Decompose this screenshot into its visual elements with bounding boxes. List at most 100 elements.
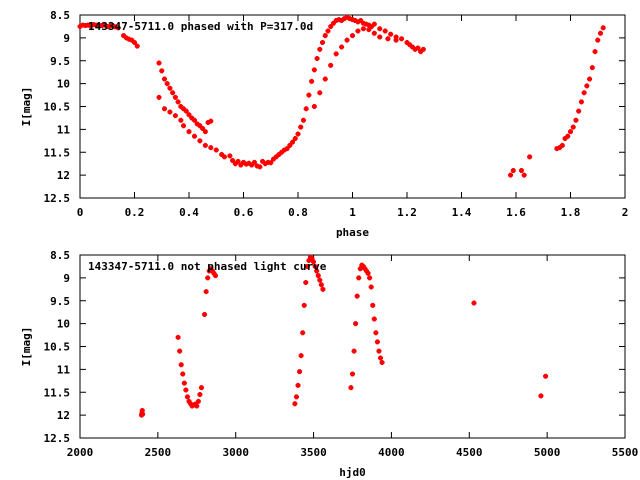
data-point xyxy=(281,147,287,153)
data-point xyxy=(110,23,116,29)
data-point xyxy=(189,115,195,121)
data-point xyxy=(180,371,186,377)
data-point xyxy=(132,39,137,45)
data-point xyxy=(311,67,317,73)
plot-frame xyxy=(79,254,626,439)
data-point xyxy=(328,62,334,68)
data-point xyxy=(202,311,208,317)
data-point xyxy=(211,270,217,276)
y-tick-label: 10 xyxy=(57,318,70,331)
data-point xyxy=(126,36,132,42)
x-tick-label: 0.4 xyxy=(179,206,199,219)
x-tick-label: 0.8 xyxy=(288,206,308,219)
data-point xyxy=(352,17,358,23)
data-point xyxy=(370,302,376,308)
data-point xyxy=(399,36,405,42)
data-point xyxy=(298,353,304,359)
data-point xyxy=(362,266,368,272)
data-point xyxy=(96,23,102,29)
data-point xyxy=(600,25,606,31)
data-point xyxy=(112,24,118,30)
data-point xyxy=(317,46,323,52)
data-point xyxy=(303,106,309,112)
data-point xyxy=(573,117,579,123)
data-point xyxy=(508,172,514,178)
data-point xyxy=(420,46,426,52)
data-point xyxy=(303,279,309,285)
data-point xyxy=(186,112,192,118)
data-point xyxy=(339,17,345,23)
data-point xyxy=(371,316,377,322)
data-point xyxy=(290,139,296,145)
y-axis-label: I[mag] xyxy=(20,327,33,367)
y-tick-label: 10.5 xyxy=(44,101,71,114)
data-point xyxy=(297,369,303,375)
data-point xyxy=(353,321,359,327)
y-tick-label: 12.5 xyxy=(44,192,71,205)
x-axis-label: hjd0 xyxy=(339,466,366,479)
data-point xyxy=(284,146,290,152)
data-point xyxy=(377,34,383,40)
data-point xyxy=(209,268,215,274)
data-point xyxy=(178,117,184,123)
data-point xyxy=(177,348,183,354)
x-tick-label: 5500 xyxy=(612,446,639,459)
data-point xyxy=(393,37,399,43)
data-point xyxy=(203,289,209,295)
data-point xyxy=(378,355,384,361)
data-point xyxy=(418,49,424,55)
y-tick-label: 9.5 xyxy=(50,55,70,68)
data-point xyxy=(518,168,524,174)
data-point xyxy=(181,106,187,112)
data-point xyxy=(175,334,181,340)
data-point xyxy=(295,382,301,388)
x-tick-label: 2 xyxy=(622,206,629,219)
x-tick-label: 5000 xyxy=(534,446,561,459)
data-point xyxy=(208,118,214,124)
data-point xyxy=(159,68,165,74)
data-point xyxy=(140,411,146,417)
y-tick-label: 9 xyxy=(63,32,70,45)
data-point xyxy=(328,23,334,29)
data-point xyxy=(559,142,565,148)
data-point xyxy=(336,17,342,23)
data-point xyxy=(366,22,372,28)
data-point xyxy=(471,300,477,306)
x-tick-label: 1 xyxy=(349,206,356,219)
data-point xyxy=(306,92,312,98)
data-point xyxy=(570,124,576,130)
data-point xyxy=(318,282,324,288)
data-point xyxy=(134,43,140,49)
y-tick-label: 10 xyxy=(57,78,70,91)
data-point xyxy=(181,380,187,386)
data-point xyxy=(309,256,315,262)
data-point xyxy=(355,19,361,25)
data-point xyxy=(260,158,266,164)
data-point xyxy=(251,159,257,165)
data-point xyxy=(368,284,374,290)
data-point xyxy=(374,339,380,345)
data-point xyxy=(538,393,544,399)
data-point xyxy=(82,23,88,29)
x-tick-label: 2500 xyxy=(145,446,172,459)
data-point xyxy=(254,163,260,169)
x-tick-label: 4000 xyxy=(378,446,405,459)
data-point xyxy=(597,30,603,36)
data-point xyxy=(129,37,135,43)
chart-panel-phased: 0 0.2 0.4 0.6 0.8 1 1.2 1.4 1.6 1.8 2 8.5 9 9.5 10 10.5… xyxy=(20,9,628,239)
data-point xyxy=(578,99,584,105)
data-point xyxy=(344,14,350,20)
data-point xyxy=(273,154,279,160)
data-point xyxy=(292,136,298,142)
data-point xyxy=(178,104,184,109)
data-point xyxy=(93,22,99,28)
data-point xyxy=(80,22,86,28)
data-point xyxy=(183,387,189,393)
data-point xyxy=(407,42,413,48)
data-point xyxy=(388,31,394,37)
data-point xyxy=(276,152,282,158)
data-point xyxy=(115,25,121,31)
data-point xyxy=(357,266,363,272)
data-point xyxy=(584,83,590,89)
data-point xyxy=(369,23,375,29)
